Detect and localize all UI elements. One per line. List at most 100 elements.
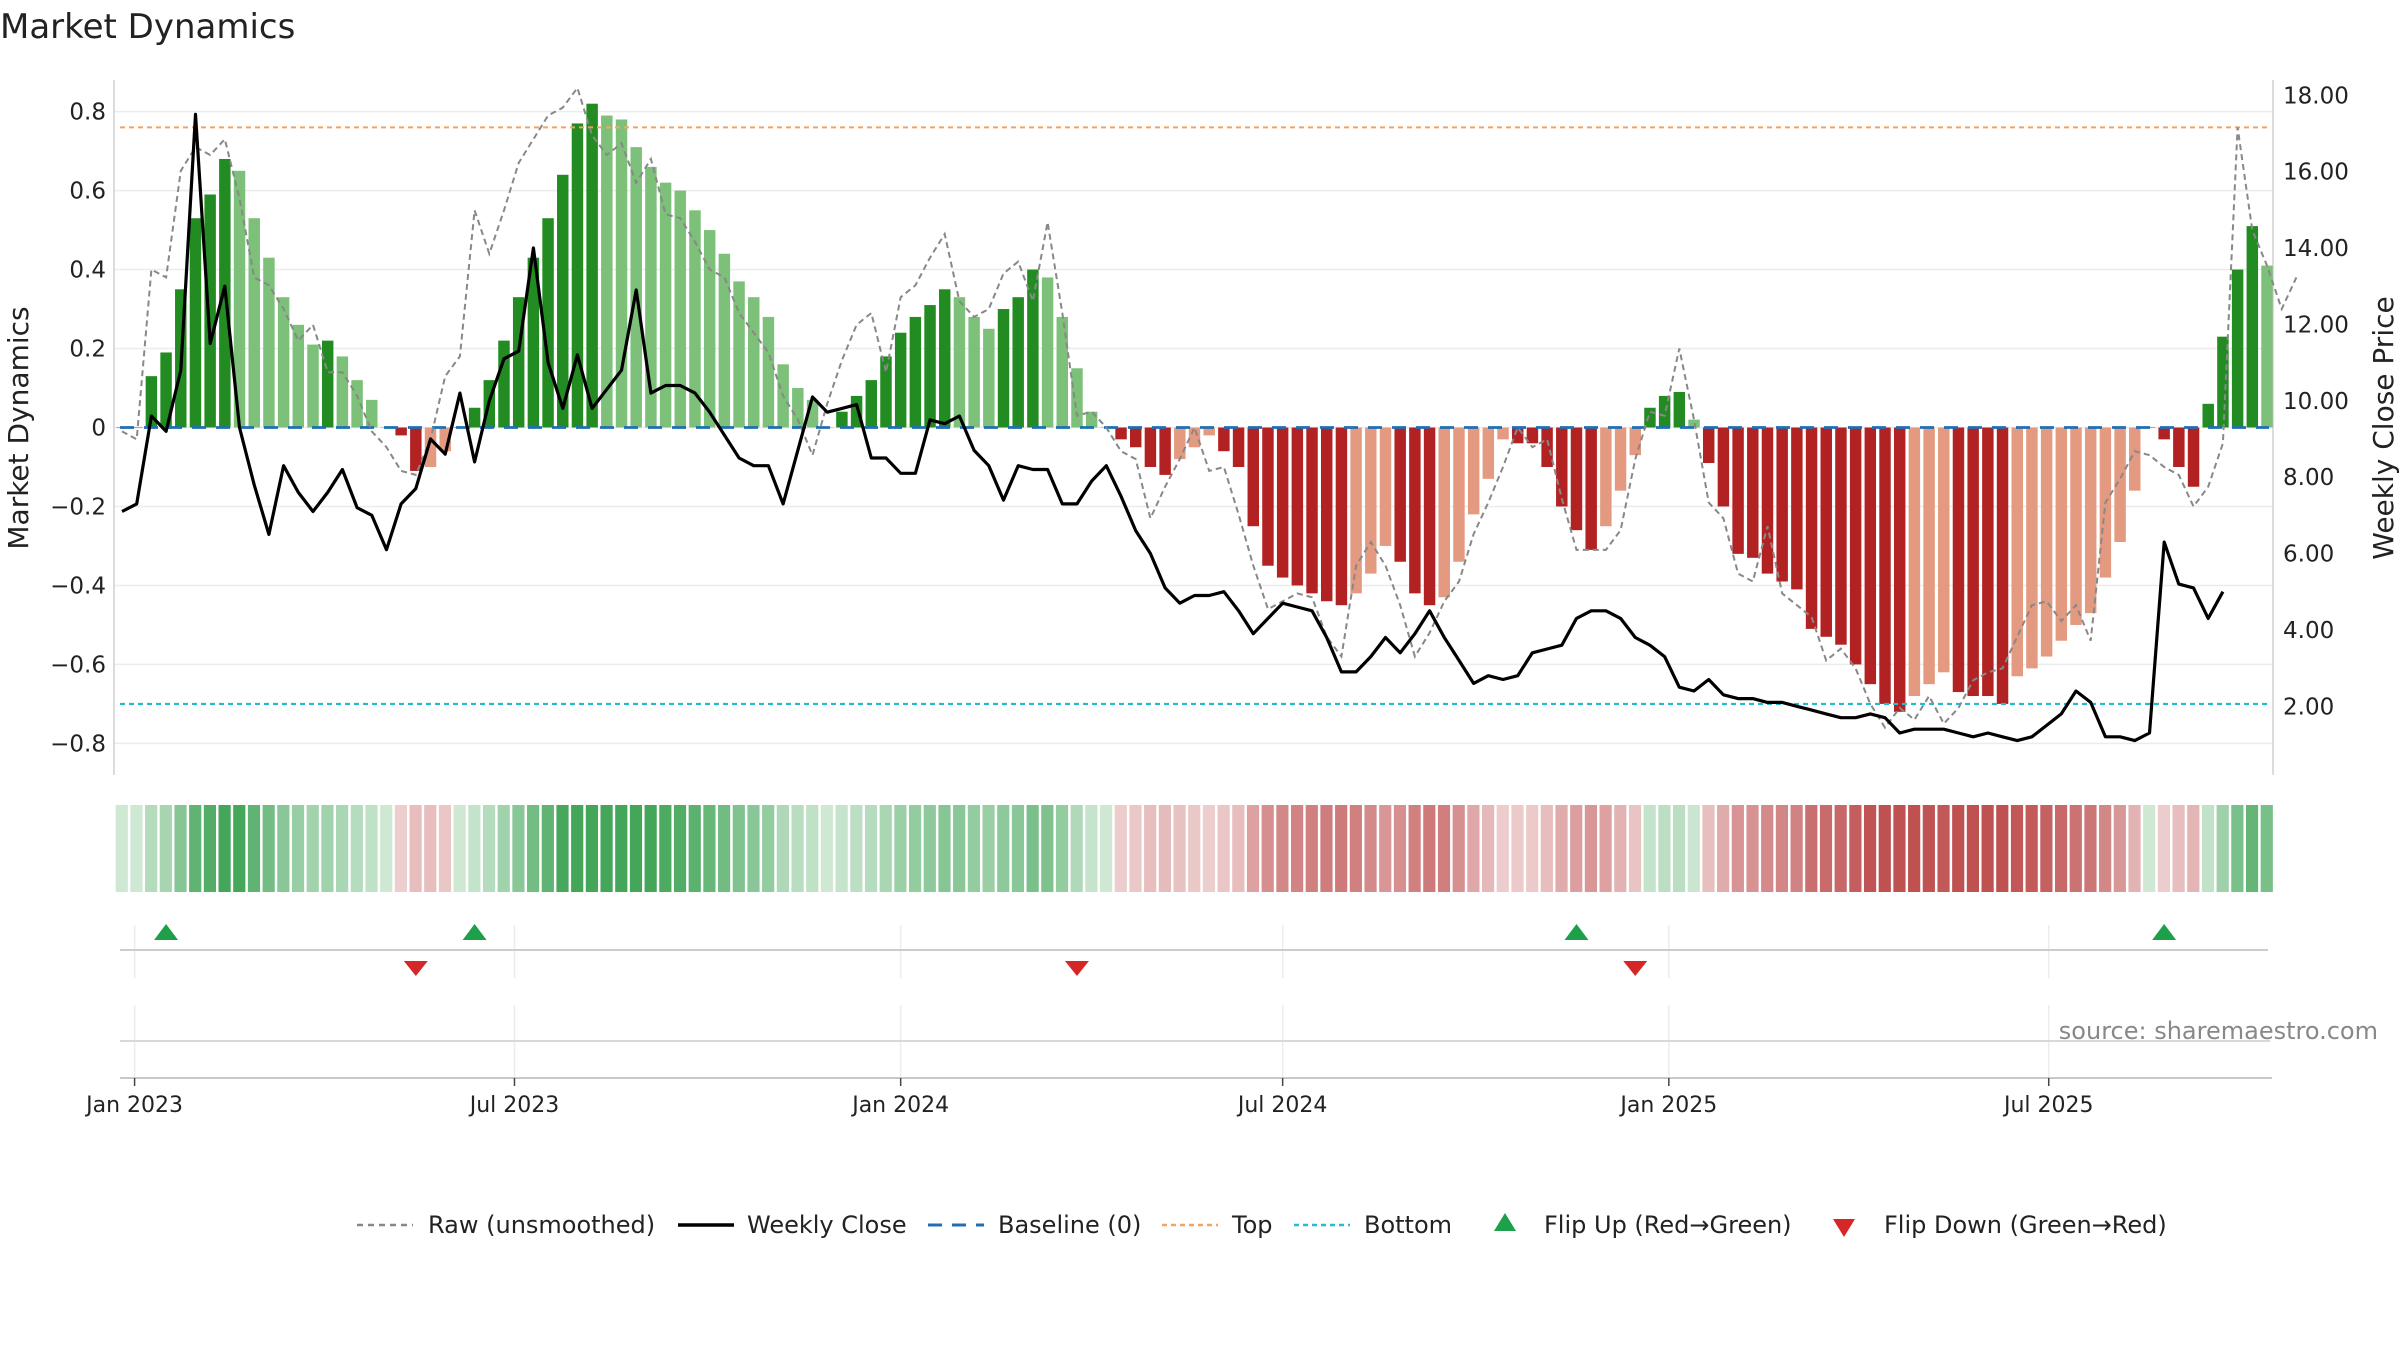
regime-cell [585, 805, 598, 892]
regime-cell [1393, 805, 1407, 892]
bottom-panel-grid [120, 1005, 2272, 1079]
dynamics-bar [689, 210, 701, 428]
regime-cell [1408, 805, 1421, 892]
dynamics-bar [2114, 427, 2126, 543]
dynamics-bar [1614, 427, 1627, 491]
dynamics-bar [277, 297, 290, 428]
dynamics-bar [1291, 427, 1304, 586]
dynamics-bar [630, 147, 642, 428]
regime-cell [894, 805, 907, 892]
dynamics-bar [1085, 411, 1098, 428]
regime-cell [1467, 805, 1480, 892]
dynamics-bar [1012, 297, 1024, 428]
dynamics-bar [1306, 427, 1318, 594]
dynamics-bar [2231, 269, 2244, 428]
regime-cell [2069, 805, 2082, 892]
regime-cell [629, 805, 643, 892]
dynamics-bar [924, 305, 936, 428]
right-tick-label: 2.00 [2283, 694, 2334, 720]
regime-cell [350, 805, 363, 892]
dynamics-bar [512, 297, 525, 428]
regime-cell [1173, 805, 1186, 892]
regime-cell [747, 805, 760, 892]
dynamics-bar [1423, 427, 1436, 606]
dynamics-bar [1218, 427, 1230, 452]
regime-cell [380, 805, 393, 892]
dynamics-bar [1130, 427, 1142, 448]
flip-down-marker [1064, 961, 1089, 976]
legend-flip-down-icon [1833, 1219, 1855, 1237]
regime-cell [2143, 805, 2156, 892]
dynamics-bar [1365, 427, 1377, 574]
dynamics-bar [674, 190, 687, 428]
regime-cell [1320, 805, 1333, 892]
regime-cell [1746, 805, 1759, 892]
regime-cell [600, 805, 613, 892]
dynamics-bar [1320, 427, 1333, 602]
regime-cell [1643, 805, 1656, 892]
dynamics-bar [1908, 427, 1921, 697]
regime-cell [673, 805, 687, 892]
left-tick-label: −0.4 [50, 573, 106, 599]
legend-flip-up-icon [1494, 1213, 1516, 1231]
legend-raw-label: Raw (unsmoothed) [428, 1211, 655, 1239]
regime-cell [1717, 805, 1730, 892]
dynamics-bar [1497, 427, 1509, 440]
dynamics-bar [1761, 427, 1774, 574]
regime-cell [1188, 805, 1201, 892]
regime-cell [2216, 805, 2229, 892]
chart-title: Market Dynamics [0, 7, 295, 47]
dynamics-bar [1673, 391, 1686, 428]
regime-cell [1246, 805, 1260, 892]
regime-cell [1834, 805, 1847, 892]
dynamics-bar [939, 289, 951, 428]
dynamics-bar [1409, 427, 1421, 594]
dynamics-bar [983, 328, 995, 428]
regime-cell [688, 805, 701, 892]
regime-cell [409, 805, 422, 892]
regime-color-strip [115, 805, 2273, 892]
dynamics-bar [571, 123, 584, 428]
source-note: source: sharemaestro.com [2059, 1017, 2378, 1045]
regime-cell [2099, 805, 2112, 892]
regime-cell [850, 805, 863, 892]
regime-cell [1526, 805, 1539, 892]
right-tick-label: 16.00 [2283, 160, 2349, 186]
regime-cell [1276, 805, 1289, 892]
dynamics-bar [1629, 427, 1641, 456]
dynamics-bar [321, 340, 334, 428]
dynamics-bar [424, 427, 437, 467]
regime-cell [1232, 805, 1245, 892]
regime-cell [2040, 805, 2053, 892]
dynamics-bar [1732, 427, 1744, 554]
regime-cell [365, 805, 378, 892]
right-axis-label: Weekly Close Price [2367, 296, 2400, 559]
left-tick-label: −0.2 [50, 494, 106, 520]
left-tick-label: 0.8 [69, 100, 106, 126]
chart-legend: Raw (unsmoothed) Weekly Close Baseline (… [357, 1211, 2167, 1239]
dynamics-bar [2202, 403, 2214, 428]
dynamics-bar [836, 411, 848, 428]
regime-cell [953, 805, 966, 892]
dynamics-bar [1879, 427, 1891, 704]
regime-cell [1070, 805, 1083, 892]
date-tick-label: Jan 2025 [1618, 1093, 1717, 1118]
regime-cell [1702, 805, 1715, 892]
regime-cell [262, 805, 275, 892]
regime-cell [541, 805, 554, 892]
right-tick-label: 12.00 [2283, 312, 2349, 338]
dynamics-bar [1967, 427, 1979, 697]
dynamics-bar [145, 376, 158, 428]
dynamics-bar [586, 103, 598, 428]
dynamics-bar [1350, 427, 1362, 594]
regime-cell [2157, 805, 2171, 892]
regime-cell [1908, 805, 1921, 892]
weekly-close-line [121, 112, 2225, 743]
dynamics-bar [1276, 427, 1289, 578]
dynamics-bar [1556, 427, 1568, 507]
flip-down-marker [403, 961, 428, 976]
dynamics-bar [2173, 427, 2185, 467]
regime-cell [1863, 805, 1877, 892]
dynamics-bar [1791, 427, 1803, 590]
